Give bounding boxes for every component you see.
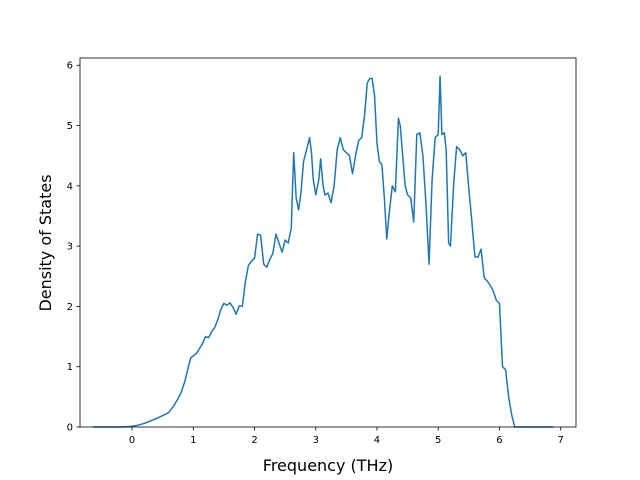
y-axis-label: Density of States [36, 174, 55, 311]
y-tick-label: 4 [67, 181, 73, 192]
series-line-0 [92, 75, 554, 428]
plot-area: 0 1 2 3 4 5 6 7 0 1 2 3 4 5 6 [67, 57, 577, 446]
x-tick-label: 6 [496, 435, 502, 446]
y-tick-label: 3 [67, 242, 73, 253]
x-tick-label: 0 [129, 435, 135, 446]
x-tick-label: 1 [190, 435, 196, 446]
y-tick-label: 5 [67, 121, 73, 132]
x-tick-label: 5 [435, 435, 441, 446]
y-tick-label: 0 [67, 423, 73, 434]
y-tick-label: 6 [67, 61, 73, 72]
y-tick-label: 1 [67, 362, 73, 373]
plot-frame [79, 57, 577, 428]
x-axis-label: Frequency (THz) [263, 456, 393, 475]
x-tick-label: 3 [313, 435, 319, 446]
x-tick-label: 2 [251, 435, 257, 446]
y-tick-label: 2 [67, 302, 73, 313]
x-tick-label: 7 [558, 435, 564, 446]
x-tick-label: 4 [374, 435, 380, 446]
